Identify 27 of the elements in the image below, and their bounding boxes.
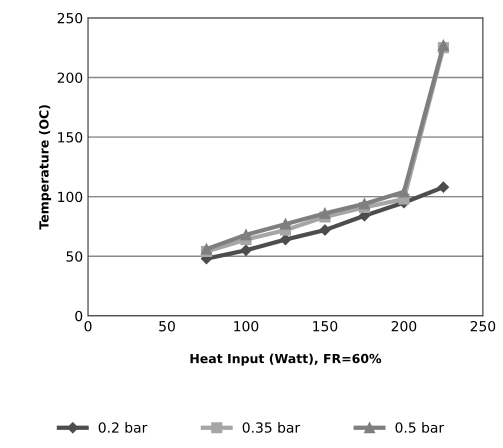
point [438,40,449,51]
legend-label: 0.5 bar [395,422,444,433]
x-tick-label: 50 [159,320,175,332]
point [358,198,370,210]
point [319,224,331,236]
x-axis-title: Heat Input (Watt), FR=60% [190,354,382,366]
x-tick-label: 250 [470,320,496,332]
point [280,218,292,230]
x-tick-label: 150 [313,320,338,332]
y-tick-label: 200 [58,72,82,83]
legend-label: 0.2 bar [98,422,148,433]
x-tick-label: 0 [84,320,92,332]
point [319,208,330,219]
y-tick-label: 0 [75,310,82,322]
point [398,186,410,198]
y-tick-label: 250 [58,12,82,24]
y-tick-label: 150 [58,132,82,143]
point [240,229,252,240]
y-tick-label: 50 [66,251,82,262]
point [438,182,449,193]
y-axis-title: Temperature (OC) [39,105,52,230]
legend-label: 0.35 bar [242,422,300,433]
point [240,244,252,256]
x-tick-label: 100 [234,320,258,332]
y-tick-label: 100 [58,192,82,202]
x-tick-label: 200 [392,320,416,332]
point [200,244,212,255]
